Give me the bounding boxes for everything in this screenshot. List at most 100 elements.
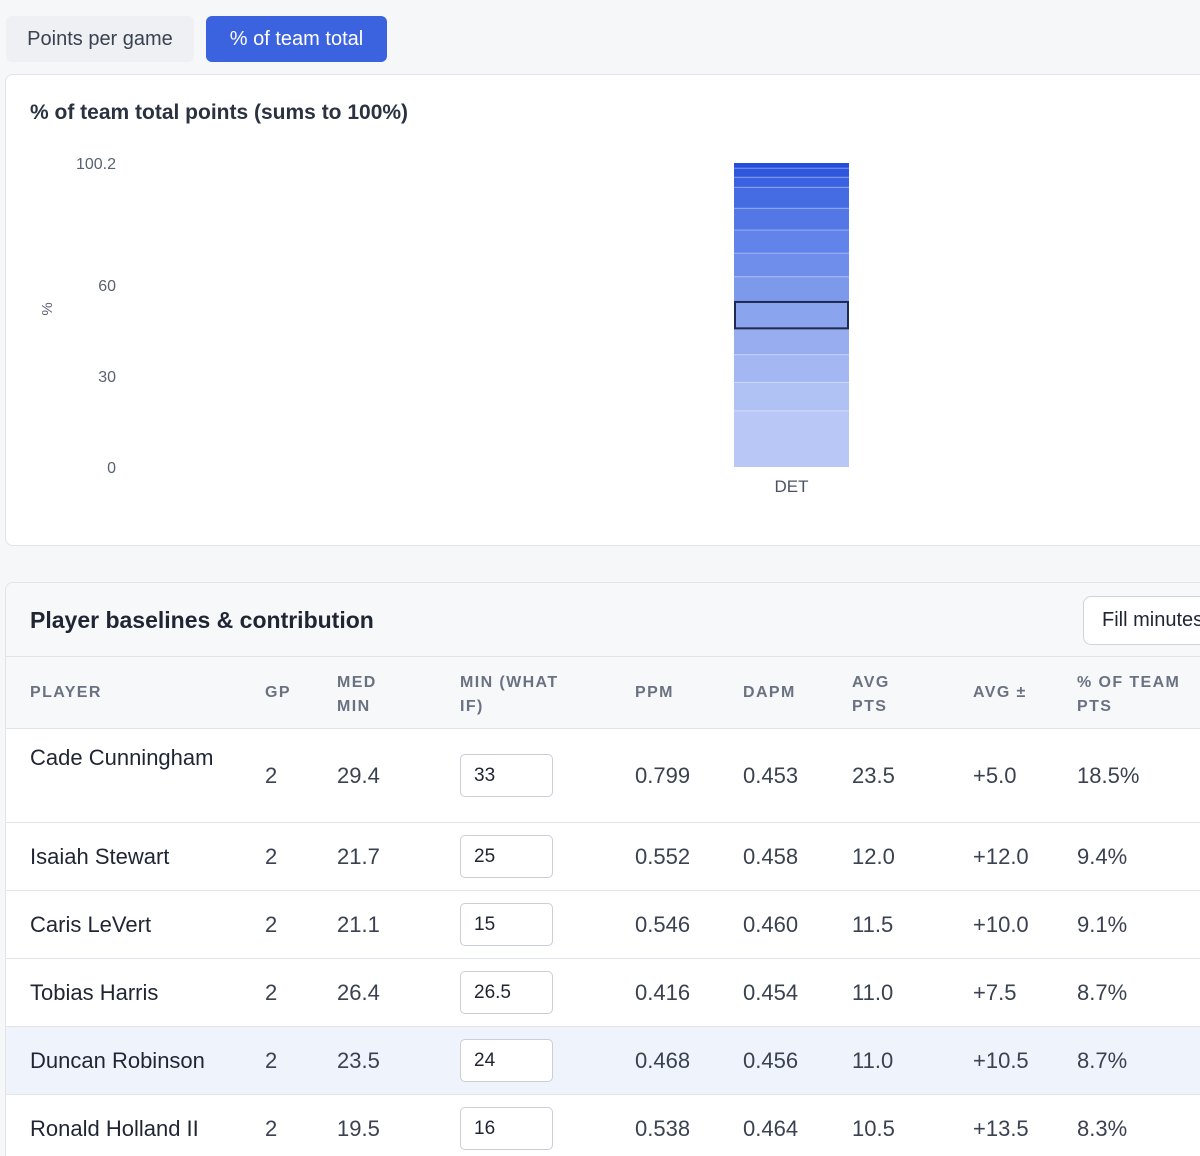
col-med-min-line1: MED — [337, 674, 377, 691]
avg-pm-value: +12.0 — [973, 844, 1029, 869]
col-dapm[interactable]: DAPM — [743, 684, 796, 701]
min-whatif-input[interactable] — [460, 835, 553, 878]
highlighted-segment-outline — [734, 300, 849, 330]
avg-pts-value: 11.0 — [852, 980, 894, 1005]
col-min-whatif-line1: MIN (WHAT — [460, 674, 559, 691]
bar-segment[interactable] — [734, 354, 849, 383]
player-name: Tobias Harris — [30, 980, 159, 1005]
avg-pm-value: +7.5 — [973, 980, 1017, 1005]
min-whatif-input[interactable] — [460, 1107, 553, 1150]
bar-segment[interactable] — [734, 253, 849, 277]
med-min-value: 29.4 — [337, 763, 380, 788]
table-row: Tobias Harris 2 26.4 0.416 0.454 11.0 +7… — [6, 959, 1200, 1027]
bar-segment[interactable] — [734, 410, 849, 467]
col-pct-team-line2: PTS — [1077, 698, 1113, 715]
avg-pts-value: 11.5 — [852, 912, 894, 937]
column-header-row: PLAYER GP MED MIN MIN (WHAT IF) PPM DAPM… — [6, 657, 1200, 729]
col-pct-team-line1: % OF TEAM — [1077, 674, 1181, 691]
bar-segment[interactable] — [734, 328, 849, 355]
gp-value: 2 — [265, 844, 278, 869]
gp-value: 2 — [265, 912, 278, 937]
bar-segment[interactable] — [734, 276, 849, 302]
gp-value: 2 — [265, 1116, 278, 1141]
chart-title: % of team total points (sums to 100%) — [30, 101, 409, 124]
player-name: Isaiah Stewart — [30, 844, 170, 869]
avg-pm-value: +10.0 — [973, 912, 1029, 937]
table-row: Duncan Robinson 2 23.5 0.468 0.456 11.0 … — [6, 1027, 1200, 1095]
bar-segment[interactable] — [734, 208, 849, 231]
bar-segment[interactable] — [734, 168, 849, 178]
y-axis-label: % — [39, 302, 56, 315]
dapm-value: 0.454 — [743, 980, 799, 1005]
col-min-whatif[interactable]: MIN (WHAT IF) — [460, 671, 559, 719]
pct-team-total-toggle[interactable]: % of team total — [206, 16, 387, 62]
col-pct-team[interactable]: % OF TEAM PTS — [1077, 671, 1180, 719]
avg-pm-value: +5.0 — [973, 763, 1017, 788]
table-row: Caris LeVert 2 21.1 0.546 0.460 11.5 +10… — [6, 891, 1200, 959]
gp-value: 2 — [265, 763, 278, 788]
avg-pts-value: 11.0 — [852, 1048, 894, 1073]
fill-minutes-button[interactable]: Fill minutes — [1083, 596, 1200, 645]
player-name: Caris LeVert — [30, 912, 152, 937]
dapm-value: 0.464 — [743, 1116, 799, 1141]
min-whatif-input[interactable] — [460, 754, 553, 797]
med-min-value: 19.5 — [337, 1116, 380, 1141]
chart-card: % of team total points (sums to 100%) 0 3… — [5, 74, 1200, 546]
pct-team-value: 8.3% — [1077, 1116, 1128, 1141]
min-whatif-input[interactable] — [460, 1039, 553, 1082]
dapm-value: 0.456 — [743, 1048, 799, 1073]
avg-pts-value: 23.5 — [852, 763, 895, 788]
points-per-game-toggle[interactable]: Points per game — [6, 16, 194, 62]
col-avg-pts-line1: AVG — [852, 674, 890, 691]
col-med-min[interactable]: MED MIN — [337, 671, 377, 719]
ppm-value: 0.468 — [635, 1048, 691, 1073]
col-avg-pts[interactable]: AVG PTS — [852, 671, 890, 719]
col-player[interactable]: PLAYER — [30, 684, 102, 701]
y-tick-label: 30 — [98, 369, 116, 386]
table-row: Isaiah Stewart 2 21.7 0.552 0.458 12.0 +… — [6, 823, 1200, 891]
col-med-min-line2: MIN — [337, 698, 371, 715]
col-gp[interactable]: GP — [265, 684, 291, 701]
bar-segment[interactable] — [734, 230, 849, 254]
pct-team-value: 9.1% — [1077, 912, 1128, 937]
ppm-value: 0.416 — [635, 980, 691, 1005]
dapm-value: 0.458 — [743, 844, 799, 869]
player-table-card: Player baselines & contribution Fill min… — [5, 582, 1200, 1156]
bar-segment[interactable] — [734, 301, 849, 329]
avg-pm-value: +10.5 — [973, 1048, 1029, 1073]
y-tick-label: 100.2 — [76, 156, 116, 173]
col-ppm[interactable]: PPM — [635, 684, 674, 701]
bar-segment[interactable] — [734, 177, 849, 188]
player-name: Cade Cunningham — [30, 745, 214, 770]
min-whatif-input[interactable] — [460, 903, 553, 946]
table-row: Cade Cunningham 2 29.4 0.799 0.453 23.5 … — [6, 729, 1200, 823]
ppm-value: 0.546 — [635, 912, 691, 937]
col-avg-pts-line2: PTS — [852, 698, 888, 715]
pct-team-value: 18.5% — [1077, 763, 1140, 788]
pct-team-value: 8.7% — [1077, 980, 1128, 1005]
med-min-value: 21.7 — [337, 844, 380, 869]
gp-value: 2 — [265, 1048, 278, 1073]
dapm-value: 0.460 — [743, 912, 799, 937]
avg-pts-value: 10.5 — [852, 1116, 895, 1141]
player-name: Ronald Holland II — [30, 1116, 199, 1141]
ppm-value: 0.552 — [635, 844, 691, 869]
ppm-value: 0.799 — [635, 763, 691, 788]
y-tick-label: 60 — [98, 278, 116, 295]
med-min-value: 26.4 — [337, 980, 380, 1005]
pct-team-value: 9.4% — [1077, 844, 1128, 869]
pct-team-value: 8.7% — [1077, 1048, 1128, 1073]
med-min-value: 23.5 — [337, 1048, 380, 1073]
col-min-whatif-line2: IF) — [460, 698, 484, 715]
col-avg-pm[interactable]: AVG ± — [973, 684, 1027, 701]
min-whatif-input[interactable] — [460, 971, 553, 1014]
bar-segment[interactable] — [734, 382, 849, 411]
avg-pts-value: 12.0 — [852, 844, 895, 869]
bar-segment[interactable] — [734, 187, 849, 209]
stacked-bar-chart: 0 30 60 100.2% DET — [39, 156, 849, 496]
section-title: Player baselines & contribution — [30, 607, 374, 633]
gp-value: 2 — [265, 980, 278, 1005]
bar-segment[interactable] — [734, 163, 849, 169]
x-category-label: DET — [775, 477, 809, 496]
ppm-value: 0.538 — [635, 1116, 691, 1141]
